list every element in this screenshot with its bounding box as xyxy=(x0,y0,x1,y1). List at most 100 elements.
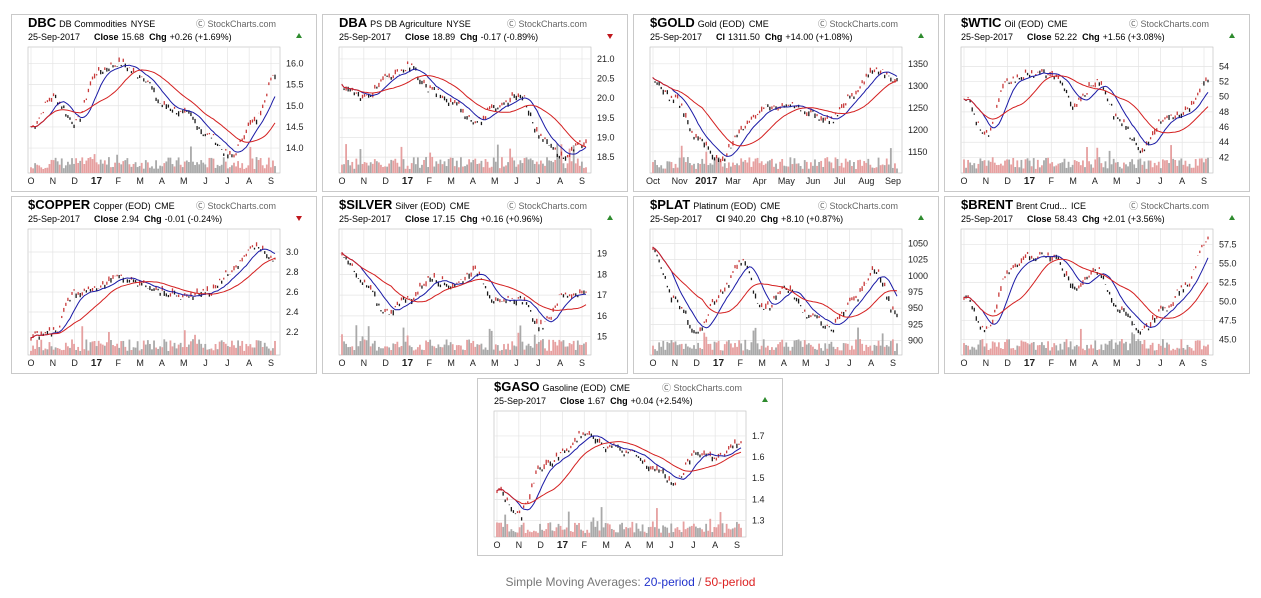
x-tick-label: A xyxy=(868,358,874,368)
up-arrow-icon xyxy=(918,33,924,38)
chart-panel-dba[interactable]: DBA PS DB Agriculture NYSE Ⓒ StockCharts.co… xyxy=(322,14,628,192)
volume-bar xyxy=(1002,348,1004,355)
chart-panel-silver[interactable]: $SILVER Silver (EOD) CME Ⓒ StockCharts.com 2… xyxy=(322,196,628,374)
chart-panel-dbc[interactable]: DBC DB Commodities NYSE Ⓒ StockCharts.com 25… xyxy=(11,14,317,192)
volume-bar xyxy=(554,159,557,173)
x-tick-label: M xyxy=(447,358,455,368)
volume-bar xyxy=(161,347,164,355)
chart-panel-gold[interactable]: $GOLD Gold (EOD) CME Ⓒ StockCharts.com 25-Se… xyxy=(633,14,939,192)
volume-bar xyxy=(1190,167,1193,173)
y-tick-label: 1.6 xyxy=(752,452,765,462)
instrument-name: Silver (EOD) xyxy=(395,201,446,211)
volume-bar xyxy=(773,349,775,355)
volume-bar xyxy=(680,145,683,173)
volume-bar xyxy=(367,326,370,355)
volume-bar xyxy=(34,348,37,355)
chart-panel-brent[interactable]: $BRENT Brent Crud... ICE Ⓒ StockCharts.com 2… xyxy=(944,196,1250,374)
volume-bar xyxy=(83,164,86,173)
y-tick-label: 3.0 xyxy=(286,247,299,257)
volume-bar xyxy=(46,167,49,173)
volume-bar xyxy=(993,342,996,355)
volume-bar xyxy=(1045,348,1047,355)
ma20-line xyxy=(496,435,742,511)
volume-bar xyxy=(855,339,857,355)
volume-bar xyxy=(631,521,634,537)
x-tick-label: Jul xyxy=(834,176,846,186)
chart-title: $GOLD Gold (EOD) CME xyxy=(650,15,769,30)
volume-bar xyxy=(144,160,147,173)
volume-bar xyxy=(1024,159,1027,173)
x-tick-label: A xyxy=(470,358,476,368)
ma20-line xyxy=(652,71,898,157)
volume-bar xyxy=(510,529,513,537)
volume-bar xyxy=(604,523,607,537)
volume-bar xyxy=(212,158,215,173)
volume-bar xyxy=(435,348,438,355)
volume-bar xyxy=(361,336,364,355)
volume-bar xyxy=(754,158,757,173)
x-tick-label: J xyxy=(847,358,852,368)
volume-bar xyxy=(69,347,71,355)
volume-bar xyxy=(544,165,546,173)
volume-bar xyxy=(512,530,515,537)
chart-panel-plat[interactable]: $PLAT Platinum (EOD) CME Ⓒ StockCharts.com 2… xyxy=(633,196,939,374)
volume-bar xyxy=(842,343,845,355)
x-tick-label: D xyxy=(537,540,544,550)
volume-bar xyxy=(985,343,988,355)
volume-bar xyxy=(855,168,857,173)
volume-bar xyxy=(1059,343,1062,355)
volume-bar xyxy=(64,165,67,173)
volume-bar xyxy=(1102,350,1105,355)
quote-date: 25-Sep-2017 xyxy=(28,214,80,224)
volume-bar xyxy=(525,345,528,355)
volume-bar xyxy=(865,162,868,173)
chart-panel-copper[interactable]: $COPPER Copper (EOD) CME Ⓒ StockCharts.com 2… xyxy=(11,196,317,374)
volume-bar xyxy=(110,167,112,173)
close-value: 2.94 xyxy=(122,214,140,224)
volume-bar xyxy=(656,508,658,537)
volume-bar xyxy=(380,348,382,355)
volume-bar xyxy=(738,340,741,355)
volume-bar xyxy=(447,159,450,173)
volume-bar xyxy=(1090,164,1093,173)
volume-bar xyxy=(711,532,714,537)
volume-bar xyxy=(1164,160,1166,173)
volume-bar xyxy=(396,341,399,355)
chart-panel-wtic[interactable]: $WTIC Oil (EOD) CME Ⓒ StockCharts.com 25-Sep… xyxy=(944,14,1250,192)
volume-bar xyxy=(658,342,661,355)
volume-bar xyxy=(1141,164,1144,173)
volume-bar xyxy=(1030,166,1033,173)
volume-bar xyxy=(71,158,73,173)
volume-bar xyxy=(353,168,356,173)
quote-line: 25-Sep-2017 Close 18.89 Chg -0.17 (-0.89%) xyxy=(339,32,538,42)
volume-bar xyxy=(464,166,466,173)
volume-bar xyxy=(779,161,782,173)
volume-bar xyxy=(562,340,565,355)
volume-bar xyxy=(73,163,75,173)
close-label: Close xyxy=(94,32,119,42)
volume-bar xyxy=(748,157,751,173)
volume-bar xyxy=(398,166,401,173)
volume-bar xyxy=(429,339,432,355)
chart-panel-gaso[interactable]: $GASO Gasoline (EOD) CME Ⓒ StockCharts.com 2… xyxy=(477,378,783,556)
volume-bar xyxy=(654,349,656,355)
volume-bar xyxy=(731,528,734,537)
volume-bar xyxy=(969,349,972,355)
ma20-line xyxy=(341,68,587,155)
chart-svg: DBA PS DB Agriculture NYSE Ⓒ StockCharts.co… xyxy=(338,15,614,187)
volume-bar xyxy=(848,349,851,355)
volume-bar xyxy=(134,347,137,355)
volume-bar xyxy=(349,165,352,173)
volume-bar xyxy=(89,157,92,173)
x-tick-label: D xyxy=(71,176,78,186)
volume-bar xyxy=(781,339,784,355)
volume-bar xyxy=(89,342,92,355)
volume-bar xyxy=(516,532,519,537)
x-tick-label: May xyxy=(778,176,796,186)
volume-bar xyxy=(629,527,632,537)
y-tick-label: 15 xyxy=(597,332,607,342)
volume-bar xyxy=(824,158,827,173)
volume-bar xyxy=(503,166,505,173)
volume-bar xyxy=(369,162,372,173)
y-tick-label: 15.0 xyxy=(286,101,304,111)
